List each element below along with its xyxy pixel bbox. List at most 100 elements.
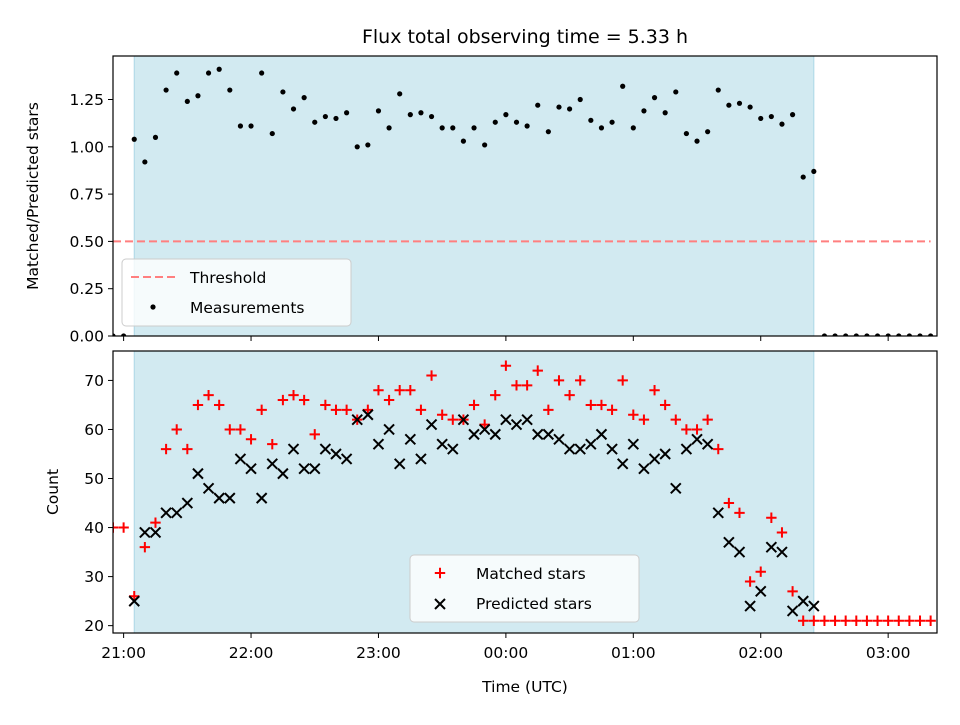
measurement-point [174, 70, 180, 76]
matched-point [819, 615, 830, 626]
predicted-point [234, 453, 247, 465]
matched-point [267, 438, 278, 450]
matched-point [309, 429, 320, 440]
measurement-point [566, 106, 573, 112]
predicted-point [744, 600, 756, 612]
plot-area [113, 66, 934, 336]
predicted-point [171, 507, 183, 519]
y-tick-label: 70 [84, 372, 104, 390]
predicted-point [149, 526, 162, 539]
y-tick-label: 40 [84, 519, 104, 537]
predicted-point [245, 462, 257, 475]
predicted-point [436, 438, 448, 450]
matched-point [405, 385, 416, 396]
predicted-point [648, 453, 661, 465]
measurement-point [641, 108, 647, 114]
x-tick-label: 21:00 [101, 644, 146, 662]
matched-point [129, 591, 140, 602]
matched-point [118, 522, 129, 533]
matched-point [320, 399, 331, 411]
series-measurements [113, 66, 934, 336]
x-tick-label: 03:00 [866, 644, 911, 662]
matched-point [893, 615, 904, 626]
matched-point [245, 434, 257, 445]
measurement-point [736, 100, 743, 106]
x-tick-label: 01:00 [611, 644, 656, 662]
measurement-point [832, 333, 838, 336]
matched-point [798, 615, 809, 626]
matched-point [744, 576, 756, 587]
measurement-point [853, 333, 859, 336]
measurement-point [662, 110, 668, 116]
matched-point [713, 443, 724, 455]
predicted-point [723, 536, 735, 548]
x-tick-label: 00:00 [484, 644, 529, 662]
predicted-point [797, 595, 809, 607]
measurement-point [747, 104, 753, 110]
predicted-point [351, 413, 363, 426]
measurement-point [620, 83, 626, 89]
matched-point [500, 360, 512, 371]
matched-point [840, 615, 851, 626]
matched-point [596, 399, 607, 411]
predicted-point [468, 428, 480, 441]
measurement-point [113, 333, 116, 336]
predicted-point [670, 482, 682, 495]
matched-point [734, 507, 745, 519]
measurement-point [896, 333, 902, 336]
predicted-point [213, 492, 225, 504]
legend-count: Matched stars Predicted stars [409, 554, 640, 623]
predicted-point [266, 458, 278, 470]
measurement-point [354, 144, 360, 150]
measurement-point [789, 112, 796, 118]
measurement-point [407, 112, 413, 118]
matched-point [564, 389, 575, 401]
measurement-point [843, 333, 849, 336]
measurement-point [588, 117, 594, 123]
y-tick-label: 0.50 [69, 233, 104, 251]
y-axis-label: Matched/Predicted stars [24, 102, 42, 290]
x-axis-label: Time (UTC) [481, 678, 568, 696]
predicted-point [542, 428, 555, 441]
y-tick-label: 1.25 [69, 91, 104, 109]
y-axis-label: Count [44, 469, 62, 515]
measurement-point [928, 333, 934, 336]
measurement-point [152, 134, 159, 140]
matched-point [447, 414, 458, 425]
measurement-point [280, 89, 286, 95]
predicted-point [563, 443, 576, 455]
legend-predicted-swatch [434, 598, 446, 610]
predicted-point [691, 433, 703, 445]
matched-point [681, 424, 692, 435]
predicted-point [298, 462, 310, 475]
matched-point [808, 615, 820, 626]
matched-point [298, 394, 310, 406]
matched-point [606, 404, 618, 416]
measurement-point [237, 123, 244, 129]
matched-point [436, 409, 448, 420]
measurement-point [195, 93, 201, 99]
predicted-point [755, 585, 767, 598]
matched-point [394, 385, 405, 396]
predicted-point [585, 438, 597, 450]
y-tick-label: 20 [84, 617, 104, 635]
legend-ratio: Threshold Measurements [121, 258, 352, 327]
measurement-point [216, 66, 222, 72]
matched-point [182, 443, 193, 455]
predicted-point [776, 546, 788, 558]
matched-point [872, 615, 883, 626]
predicted-point [553, 433, 565, 445]
matched-point [829, 615, 841, 626]
predicted-point [532, 428, 544, 441]
predicted-point [340, 453, 353, 465]
legend-box [121, 258, 352, 327]
matched-point [235, 424, 246, 435]
matched-point [766, 512, 777, 523]
measurement-point [386, 125, 392, 131]
measurement-point [418, 110, 424, 116]
predicted-point [181, 497, 194, 509]
matched-point [150, 517, 161, 528]
plot-area [113, 360, 936, 626]
measurement-point [524, 123, 530, 129]
measurement-point [577, 96, 583, 103]
